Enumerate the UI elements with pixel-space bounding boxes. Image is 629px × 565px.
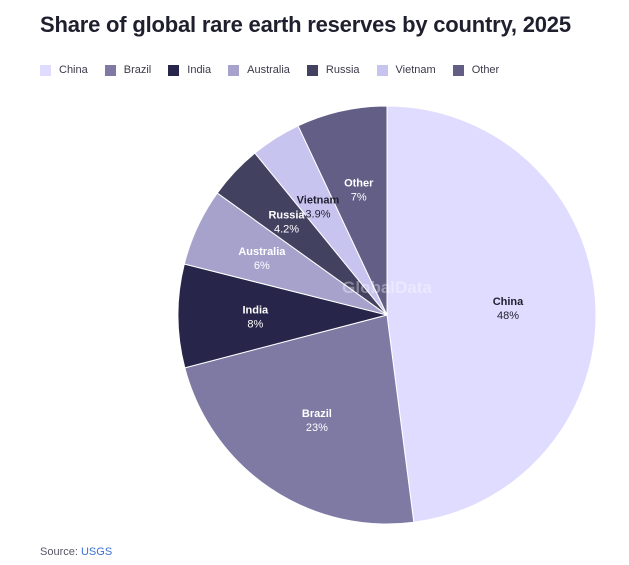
legend-item-russia: Russia: [306, 64, 360, 76]
legend-label: Russia: [325, 64, 360, 76]
legend-item-china: China: [40, 64, 88, 76]
legend-swatch: [40, 64, 51, 76]
legend-label: Vietnam: [395, 64, 436, 76]
pie-slice-other[interactable]: [297, 105, 388, 316]
chart-title: Share of global rare earth reserves by c…: [40, 12, 571, 37]
slice-label-name: Australia: [238, 246, 286, 258]
slice-label-value: 3.9%: [305, 208, 330, 220]
legend-swatch: [376, 64, 388, 76]
legend-label: Australia: [247, 64, 290, 76]
watermark: GlobalData: [342, 278, 432, 297]
legend-swatch: [104, 64, 116, 76]
slice-label-value: 8%: [247, 319, 263, 331]
legend-item-india: India: [168, 64, 211, 76]
slice-label-value: 6%: [254, 260, 270, 272]
source-label: Source:: [40, 546, 78, 558]
legend-item-australia: Australia: [228, 64, 290, 76]
slice-label-name: Other: [344, 178, 374, 190]
legend-item-other: Other: [452, 64, 500, 76]
legend-item-brazil: Brazil: [104, 64, 152, 76]
slice-label-value: 23%: [306, 422, 328, 434]
slice-label-name: Brazil: [302, 408, 332, 420]
legend-label: Other: [471, 64, 500, 76]
slice-label-value: 7%: [351, 192, 367, 204]
pie-slice-china[interactable]: [386, 105, 597, 523]
source-note: Source: USGS: [40, 546, 112, 558]
legend-swatch: [452, 64, 464, 76]
legend-swatch: [168, 64, 180, 76]
pie-slice-india[interactable]: [177, 263, 388, 369]
legend-label: China: [59, 64, 88, 76]
slice-label-value: 4.2%: [274, 223, 299, 235]
legend-item-vietnam: Vietnam: [376, 64, 436, 76]
slice-label-name: Vietnam: [297, 194, 340, 206]
legend-label: Brazil: [123, 64, 152, 76]
legend-swatch: [306, 64, 318, 76]
legend-label: India: [187, 64, 212, 76]
pie-chart: GlobalData China 48% Brazil 23% India 8% Austr…: [177, 105, 597, 525]
chart-legend: China Brazil India Australia Russia Vietnam Ot…: [40, 64, 516, 76]
slice-label-name: India: [242, 305, 269, 317]
slice-label-value: 48%: [497, 310, 519, 322]
slice-label-name: Russia: [268, 209, 305, 221]
slice-label-name: China: [493, 296, 524, 308]
legend-swatch: [228, 64, 240, 76]
pie-slice-brazil[interactable]: [184, 314, 415, 525]
source-link[interactable]: USGS: [80, 546, 113, 558]
